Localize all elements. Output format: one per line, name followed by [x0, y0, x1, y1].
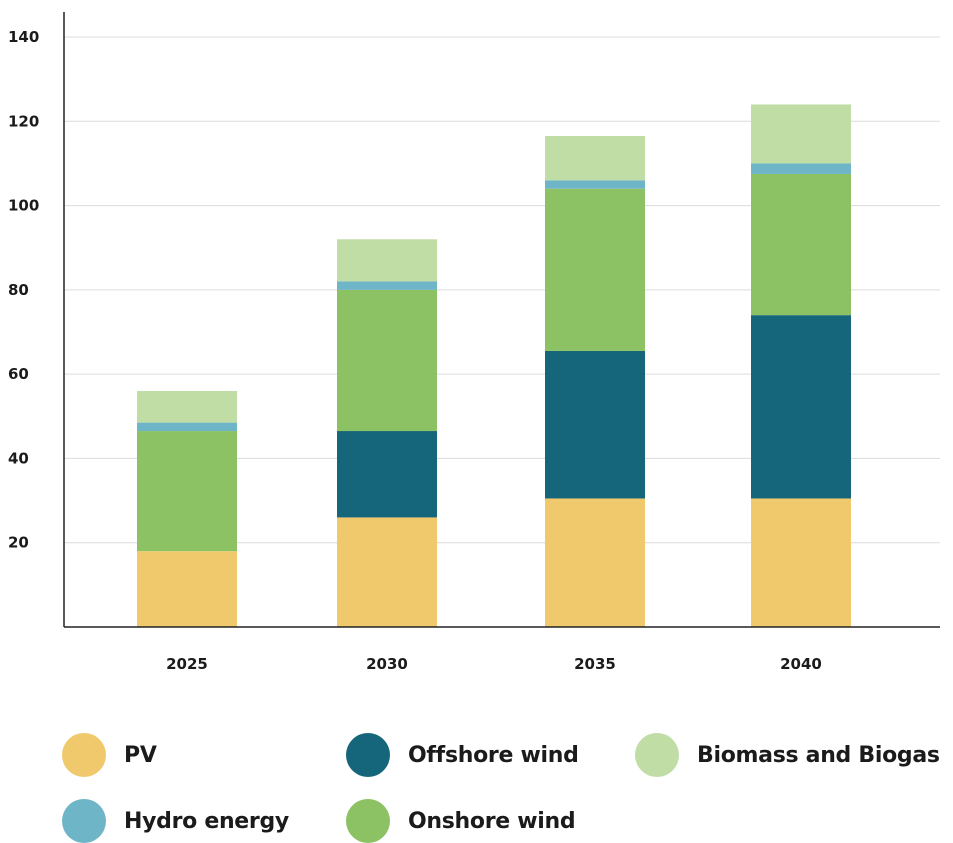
bar-2025-hydro-energy: [137, 422, 237, 432]
legend-item-onshore-wind: Onshore wind: [346, 799, 576, 843]
y-tick-label-20: 20: [8, 534, 29, 552]
legend-swatch-offshore-wind: [346, 733, 390, 777]
y-tick-label-80: 80: [8, 281, 29, 299]
legend-label-hydro-energy: Hydro energy: [124, 808, 289, 834]
bar-2030-onshore-wind: [337, 289, 437, 432]
bar-2035-offshore-wind: [545, 350, 645, 499]
x-tick-label-2040: 2040: [780, 655, 822, 673]
legend-item-offshore-wind: Offshore wind: [346, 733, 579, 777]
legend-label-onshore-wind: Onshore wind: [408, 808, 576, 834]
bar-2030-offshore-wind: [337, 431, 437, 518]
x-axis-ticks: 2025 2030 2035 2040: [166, 655, 822, 673]
legend-swatch-pv: [62, 733, 106, 777]
x-tick-label-2035: 2035: [574, 655, 616, 673]
bar-2040-biomass-and-biogas: [751, 104, 851, 164]
bar-2040-hydro-energy: [751, 163, 851, 174]
y-tick-label-140: 140: [8, 28, 39, 46]
bar-2030-pv: [337, 517, 437, 627]
legend-item-biomass-and-biogas: Biomass and Biogas: [635, 733, 940, 777]
bar-2025-onshore-wind: [137, 431, 237, 552]
legend-swatch-biomass-and-biogas: [635, 733, 679, 777]
bar-2040-onshore-wind: [751, 173, 851, 316]
legend-label-offshore-wind: Offshore wind: [408, 742, 579, 768]
bars: [137, 104, 851, 627]
legend-swatch-onshore-wind: [346, 799, 390, 843]
legend-swatch-hydro-energy: [62, 799, 106, 843]
bar-2040-offshore-wind: [751, 315, 851, 499]
bar-2035-biomass-and-biogas: [545, 136, 645, 181]
bar-2025-biomass-and-biogas: [137, 391, 237, 423]
legend-label-biomass-and-biogas: Biomass and Biogas: [697, 742, 940, 768]
bar-2035-onshore-wind: [545, 188, 645, 351]
y-tick-label-60: 60: [8, 365, 29, 383]
y-tick-label-40: 40: [8, 449, 29, 467]
bar-2025-pv: [137, 551, 237, 627]
x-tick-label-2025: 2025: [166, 655, 208, 673]
legend-item-pv: PV: [62, 733, 157, 777]
y-tick-label-100: 100: [8, 197, 39, 215]
legend-item-hydro-energy: Hydro energy: [62, 799, 289, 843]
bar-2035-pv: [545, 498, 645, 627]
bar-2030-hydro-energy: [337, 281, 437, 290]
y-tick-label-120: 120: [8, 112, 39, 130]
y-axis-ticks: 20 40 60 80 100 120 140: [8, 28, 39, 552]
bar-2035-hydro-energy: [545, 180, 645, 189]
legend-label-pv: PV: [124, 742, 157, 768]
bar-2030-biomass-and-biogas: [337, 239, 437, 282]
bar-2040-pv: [751, 498, 851, 627]
x-tick-label-2030: 2030: [366, 655, 408, 673]
